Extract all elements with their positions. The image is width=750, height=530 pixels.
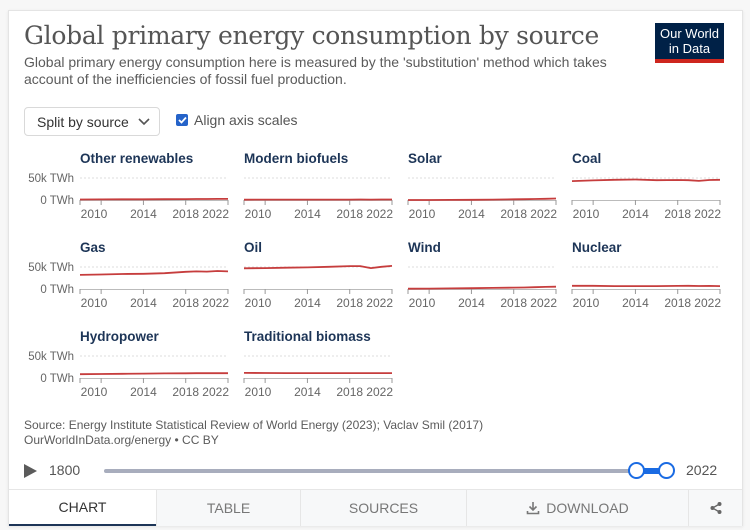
split-by-source-dropdown[interactable]: Split by source (24, 107, 160, 136)
x-tick-label: 2022 (202, 207, 229, 221)
play-icon[interactable] (24, 464, 37, 478)
chart-subtitle: Global primary energy consumption here i… (24, 54, 607, 87)
series-line (79, 197, 228, 201)
x-tick-label: 2018 (336, 207, 363, 221)
x-tick-label: 2010 (81, 296, 108, 310)
share-icon (710, 502, 721, 514)
x-tick-label: 2018 (336, 385, 363, 399)
tab-download[interactable]: DOWNLOAD (466, 490, 688, 526)
panel-title: Modern biofuels (244, 151, 349, 166)
x-tick-label: 2018 (172, 207, 199, 221)
align-axis-scales-toggle[interactable]: Align axis scales (176, 112, 298, 128)
panel-title: Solar (408, 151, 442, 166)
series-line (79, 372, 228, 376)
tab-sources-label: SOURCES (348, 500, 419, 516)
x-tick-label: 2014 (294, 385, 321, 399)
x-tick-label: 2014 (294, 296, 321, 310)
x-tick-label: 2022 (530, 296, 557, 310)
tab-chart[interactable]: CHART (9, 490, 156, 526)
x-tick-label: 2014 (130, 296, 157, 310)
panel-title: Wind (408, 240, 441, 255)
tab-chart-label: CHART (58, 499, 107, 515)
series-line (408, 197, 557, 201)
logo-line-1: Our World (660, 26, 719, 41)
align-axis-label: Align axis scales (194, 112, 298, 128)
x-tick-label: 2022 (202, 385, 229, 399)
tab-table[interactable]: TABLE (156, 490, 300, 526)
align-axis-checkbox[interactable] (176, 114, 188, 126)
x-tick-label: 2022 (202, 296, 229, 310)
x-tick-label: 2018 (172, 385, 199, 399)
chart-card: Global primary energy consumption by sou… (8, 10, 743, 526)
x-tick-label: 2022 (694, 296, 721, 310)
tab-sources[interactable]: SOURCES (300, 490, 466, 526)
x-tick-label: 2010 (245, 296, 272, 310)
x-tick-label: 2018 (336, 296, 363, 310)
x-tick-label: 2010 (81, 385, 108, 399)
x-tick-label: 2018 (664, 207, 691, 221)
y-tick-label: 0 TWh (40, 373, 74, 385)
x-tick-label: 2022 (366, 385, 393, 399)
y-tick-label: 50k TWh (28, 262, 74, 274)
x-tick-label: 2014 (130, 385, 157, 399)
x-tick-label: 2010 (245, 385, 272, 399)
x-tick-label: 2022 (694, 207, 721, 221)
x-tick-label: 2018 (500, 296, 527, 310)
timeline-start-year: 1800 (49, 462, 81, 478)
series-line (407, 285, 557, 290)
panel-title: Traditional biomass (244, 329, 371, 344)
owid-logo[interactable]: Our World in Data (655, 23, 724, 63)
x-tick-label: 2022 (366, 207, 393, 221)
timeline-end-year: 2022 (686, 462, 718, 478)
x-tick-label: 2014 (458, 207, 485, 221)
logo-line-2: in Data (668, 41, 711, 56)
source-note: Source: Energy Institute Statistical Rev… (24, 418, 483, 448)
x-tick-label: 2010 (573, 207, 600, 221)
tab-download-label: DOWNLOAD (546, 500, 629, 516)
series-line (79, 270, 229, 276)
chevron-down-icon (138, 117, 150, 125)
x-tick-label: 2018 (664, 296, 691, 310)
x-tick-label: 2014 (622, 207, 649, 221)
x-tick-label: 2014 (294, 207, 321, 221)
y-tick-label: 50k TWh (28, 351, 74, 363)
download-icon (526, 502, 540, 515)
x-tick-label: 2014 (458, 296, 485, 310)
x-tick-label: 2010 (245, 207, 272, 221)
timeline-end-handle[interactable] (658, 462, 675, 479)
timeline-selected-range[interactable] (637, 468, 667, 474)
x-tick-label: 2010 (409, 207, 436, 221)
x-tick-label: 2022 (530, 207, 557, 221)
x-tick-label: 2014 (622, 296, 649, 310)
x-tick-label: 2014 (130, 207, 157, 221)
y-tick-label: 0 TWh (40, 195, 74, 207)
panel-title: Coal (572, 151, 602, 166)
panel-title: Hydropower (80, 329, 159, 344)
x-tick-label: 2010 (81, 207, 108, 221)
series-line (571, 178, 721, 182)
panel-title: Gas (80, 240, 106, 255)
panel-title: Nuclear (572, 240, 622, 255)
panel-title: Other renewables (80, 151, 194, 166)
timeline: 1800 2022 (24, 461, 729, 481)
source-text[interactable]: Source: Energy Institute Statistical Rev… (24, 418, 484, 432)
chart-title: Global primary energy consumption by sou… (24, 21, 600, 50)
tab-bar: CHART TABLE SOURCES DOWNLOAD (9, 489, 742, 526)
timeline-track[interactable] (104, 469, 644, 473)
x-tick-label: 2018 (500, 207, 527, 221)
series-line (243, 265, 393, 270)
x-tick-label: 2010 (573, 296, 600, 310)
x-tick-label: 2018 (172, 296, 199, 310)
x-tick-label: 2022 (366, 296, 393, 310)
split-by-source-label: Split by source (37, 113, 129, 130)
tab-table-label: TABLE (206, 500, 251, 516)
y-tick-label: 50k TWh (28, 173, 74, 185)
x-tick-label: 2010 (409, 296, 436, 310)
checkmark-icon (177, 116, 187, 124)
share-button[interactable] (688, 490, 742, 526)
license-text[interactable]: OurWorldInData.org/energy • CC BY (24, 433, 219, 447)
timeline-start-handle[interactable] (628, 462, 645, 479)
y-tick-label: 0 TWh (40, 284, 74, 296)
panel-title: Oil (244, 240, 263, 255)
